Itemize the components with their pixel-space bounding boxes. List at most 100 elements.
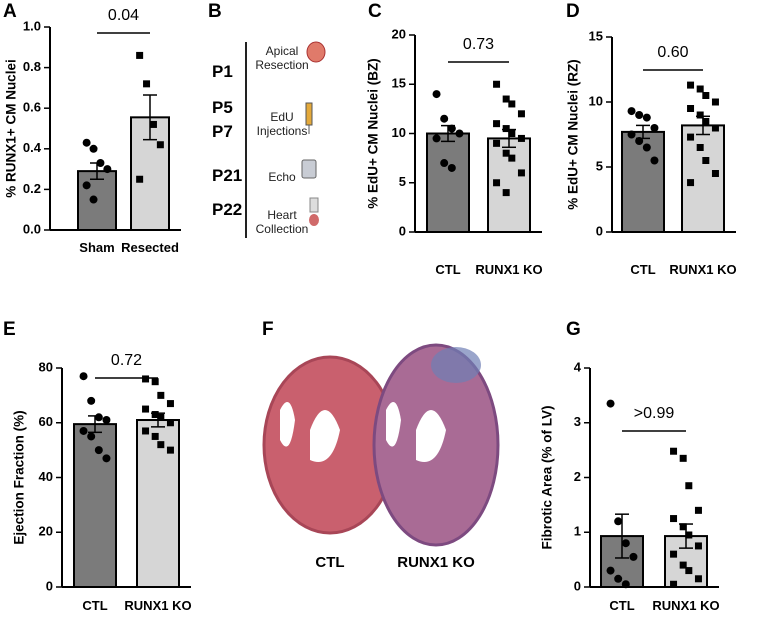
data-point [702, 118, 710, 125]
data-point [694, 506, 702, 514]
y-axis-label: % RUNX1+ CM Nuclei [4, 59, 19, 197]
data-point [711, 98, 719, 106]
data-point [432, 134, 441, 143]
data-point [87, 432, 96, 441]
timeline-day: P22 [212, 200, 243, 219]
data-point [142, 427, 150, 435]
data-point [149, 120, 157, 128]
data-point [621, 539, 630, 548]
ventricle-lumen [280, 402, 295, 447]
y-tick-label: 3 [574, 414, 581, 429]
data-point [493, 179, 501, 187]
data-point [508, 154, 516, 162]
data-point [702, 157, 710, 164]
y-axis-label: % EdU+ CM Nuclei (RZ) [566, 59, 581, 209]
y-tick-label: 0.8 [23, 59, 41, 74]
data-point [685, 531, 693, 539]
data-point [102, 416, 111, 425]
y-tick-label: 20 [39, 524, 53, 539]
icon-tube [309, 197, 319, 213]
data-point [687, 133, 695, 141]
data-point [642, 143, 651, 152]
data-point [102, 454, 111, 463]
data-point [650, 124, 659, 132]
y-tick-label: 20 [392, 26, 406, 41]
data-point [614, 517, 623, 526]
y-tick-label: 0 [399, 223, 406, 238]
data-point [696, 144, 704, 151]
data-point [136, 175, 144, 183]
data-point [627, 130, 636, 139]
data-point [502, 125, 510, 133]
data-point [606, 566, 615, 575]
data-point [685, 482, 693, 490]
y-axis-label: Fibrotic Area (% of LV) [540, 405, 555, 549]
x-tick-label: RUNX1 KO [669, 262, 737, 277]
icon-heart-small [309, 214, 319, 226]
data-point [96, 159, 105, 168]
data-point [136, 51, 144, 59]
data-point [711, 170, 719, 177]
plot: Ejection Fraction (%) 0 20 40 60 80 0.72 [12, 352, 191, 593]
y-tick-label: 1.0 [23, 18, 41, 33]
y-tick-label: 0 [574, 578, 581, 593]
data-point [82, 138, 91, 147]
data-point [670, 550, 678, 558]
data-point [679, 523, 687, 531]
data-point [670, 515, 678, 523]
timeline-event: Echo [268, 170, 296, 184]
panel-letter: D [566, 1, 580, 22]
data-point [711, 124, 719, 132]
data-point [166, 419, 174, 427]
y-tick-label: 60 [39, 414, 53, 429]
data-point [687, 105, 695, 112]
timeline-day: P1 [212, 62, 233, 81]
y-tick-label: 0.4 [23, 140, 42, 155]
data-point [455, 129, 464, 138]
icon-heart [306, 41, 326, 63]
data-point [166, 400, 174, 408]
timeline-event: Apical Resection [255, 44, 309, 72]
x-tick-label: Sham [79, 240, 115, 255]
data-point [614, 574, 623, 583]
panel-letter: B [208, 1, 222, 22]
data-point [151, 411, 159, 419]
ventricle-lumen [310, 410, 340, 462]
panel-letter: A [3, 1, 17, 22]
data-point [447, 163, 456, 172]
y-axis-label: Ejection Fraction (%) [12, 410, 27, 544]
data-point [157, 391, 165, 399]
data-point [650, 156, 659, 165]
y-tick-label: 0 [46, 578, 53, 593]
data-point [502, 149, 510, 157]
y-tick-label: 0.6 [23, 100, 41, 115]
data-point [447, 124, 456, 133]
p-value: 0.04 [108, 7, 139, 24]
data-point [493, 139, 501, 147]
data-point [440, 114, 449, 123]
data-point [685, 567, 693, 575]
fibrosis [431, 347, 481, 383]
timeline-day: P21 [212, 166, 243, 185]
plot: Fibrotic Area (% of LV) 0 1 2 3 4 >0.99 [540, 359, 719, 593]
p-value: >0.99 [634, 405, 675, 422]
data-point [151, 378, 159, 386]
y-tick-label: 1 [574, 524, 581, 539]
x-tick-label: CTL [82, 598, 108, 613]
data-point [103, 165, 112, 174]
bar [73, 423, 117, 588]
data-point [517, 169, 525, 177]
data-point [157, 413, 165, 421]
p-value: 0.72 [111, 352, 142, 369]
data-point [606, 399, 615, 408]
data-point [493, 80, 501, 88]
timeline-day: P7 [212, 122, 233, 141]
y-tick-label: 15 [392, 76, 406, 91]
data-point [166, 446, 174, 454]
plot: % EdU+ CM Nuclei (BZ) 0 5 10 15 20 0.73 [366, 26, 542, 238]
data-point [493, 120, 501, 128]
data-point [696, 111, 704, 119]
y-tick-label: 10 [589, 93, 603, 108]
p-value: 0.73 [463, 36, 494, 53]
data-point [517, 110, 525, 118]
